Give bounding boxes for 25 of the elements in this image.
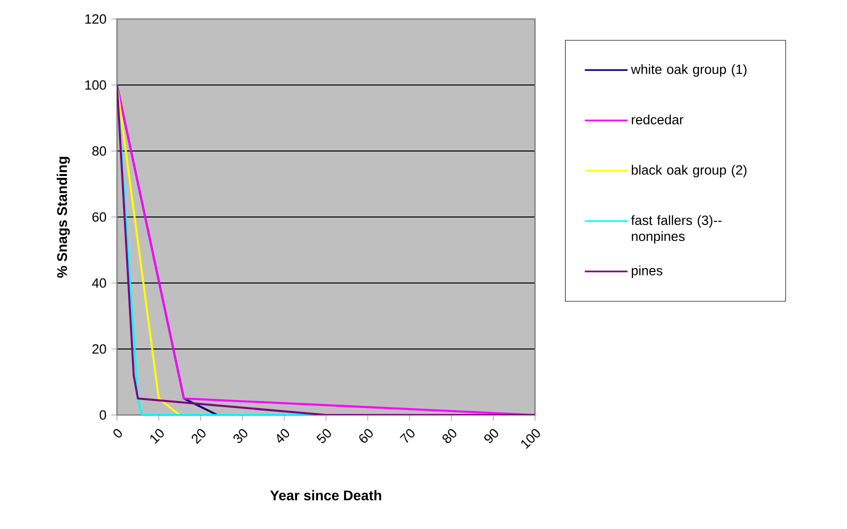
x-tick-label: 40 <box>277 429 290 443</box>
y-tick-label: 60 <box>92 212 106 222</box>
y-tick-label: 20 <box>92 344 106 354</box>
legend-label: pines <box>632 266 662 278</box>
x-tick-label: 10 <box>150 429 164 444</box>
x-tick-label: 90 <box>484 429 498 443</box>
legend-label: redcedar <box>632 114 684 124</box>
x-tick-label: 60 <box>359 429 373 443</box>
x-tick-label: 70 <box>400 429 415 443</box>
y-axis-title: % Snags Standing <box>56 156 70 278</box>
x-tick-label: 30 <box>233 429 248 444</box>
y-tick-label: 80 <box>92 146 106 156</box>
y-tick-label: 100 <box>85 80 106 90</box>
x-tick-label: 0 <box>113 429 122 438</box>
legend-label: black oak group (2) <box>632 164 746 178</box>
x-tick-label: 50 <box>316 429 331 444</box>
x-axis-title: Year since Death <box>270 490 382 500</box>
y-tick-label: 0 <box>100 410 106 420</box>
legend-label: fast fallers (3)--nonpines <box>631 215 722 244</box>
x-tick-label: 100 <box>521 429 540 449</box>
y-tick-label: 40 <box>92 278 106 288</box>
legend-label: white oak group (1) <box>630 64 746 77</box>
y-tick-label: 120 <box>85 14 106 24</box>
x-tick-label: 80 <box>442 429 456 444</box>
x-tick-label: 20 <box>192 429 206 444</box>
